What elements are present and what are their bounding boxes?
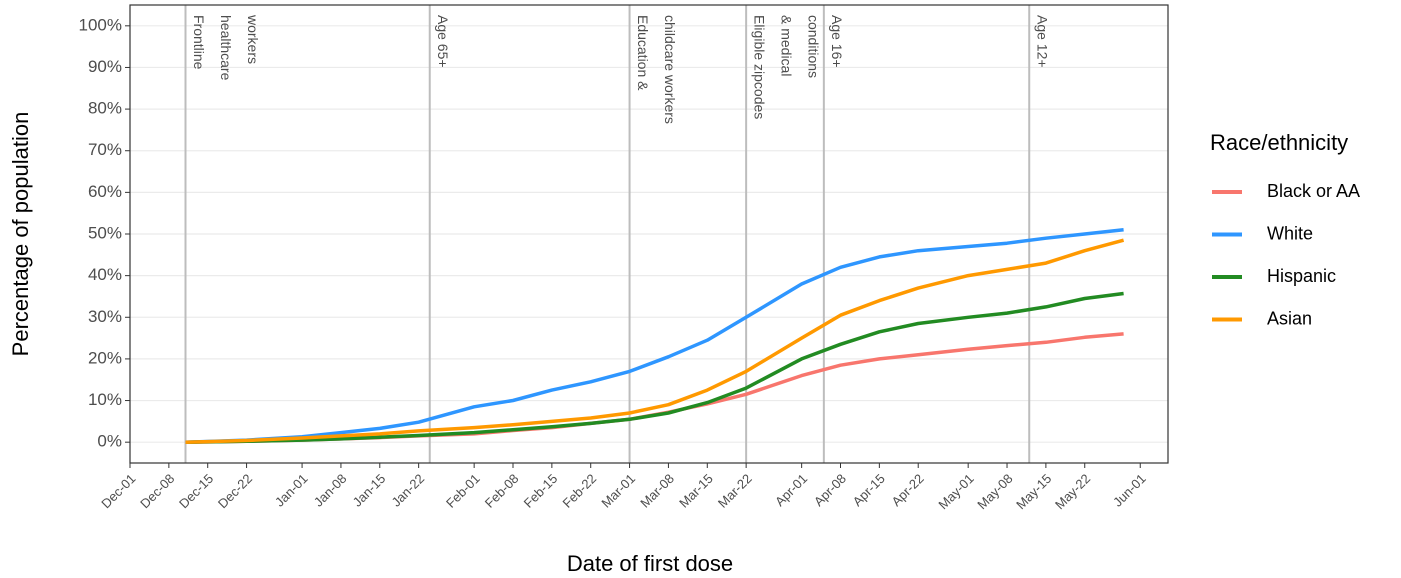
series-line [185,238,1125,444]
series-line [185,291,1124,444]
x-tick-label: Feb-08 [482,471,522,511]
y-tick-label: 50% [88,223,122,242]
plot-border [129,4,1169,464]
y-tick-label: 70% [88,140,122,159]
y-tick-label: 100% [79,15,122,34]
legend-title: Race/ethnicity [1210,130,1348,155]
x-tick-label: Mar-22 [715,471,755,511]
y-tick-label: 80% [88,99,122,118]
event-label: healthcare [218,15,234,81]
x-tick-label: Mar-15 [676,471,716,511]
x-tick-label: Dec-01 [98,471,138,511]
legend-label: Hispanic [1267,266,1336,286]
event-label: conditions [805,15,821,78]
legend-label: Black or AA [1267,181,1360,201]
x-tick-label: May-08 [974,471,1015,512]
x-tick-label: Jan-22 [388,471,427,510]
x-tick-label: Apr-15 [850,471,888,509]
event-label: Age 65+ [435,15,451,68]
x-tick-label: Jan-01 [272,471,311,510]
event-label: workers [245,14,261,64]
x-tick-label: May-01 [935,471,976,512]
event-label: Age 12+ [1035,15,1051,68]
y-tick-label: 30% [88,307,122,326]
x-tick-label: Apr-01 [772,471,810,509]
x-tick-label: Mar-01 [598,471,638,511]
y-axis-title: Percentage of population [8,112,33,357]
x-tick-label: Dec-08 [137,471,177,511]
x-tick-label: Jun-01 [1110,471,1149,510]
legend-label: White [1267,223,1313,243]
y-tick-label: 60% [88,182,122,201]
y-tick-label: 10% [88,390,122,409]
x-tick-label: Feb-01 [443,471,483,511]
event-label: Education & [635,15,651,91]
event-label: Age 16+ [829,15,845,68]
x-tick-label: May-22 [1052,471,1093,512]
x-tick-label: Apr-22 [889,471,927,509]
legend-label: Asian [1267,308,1312,328]
x-tick-label: Apr-08 [811,471,849,509]
x-tick-label: Feb-15 [521,471,561,511]
x-tick-label: May-15 [1013,471,1054,512]
x-tick-label: Feb-22 [560,471,600,511]
x-tick-label: Jan-15 [350,471,389,510]
event-label: Frontline [191,15,207,70]
event-label: & medical [778,15,794,76]
x-tick-label: Mar-08 [637,471,677,511]
y-tick-label: 0% [97,432,122,451]
y-tick-label: 20% [88,348,122,367]
y-tick-label: 40% [88,265,122,284]
x-axis-title: Date of first dose [567,551,733,576]
series-line [185,228,1124,444]
x-tick-label: Dec-22 [215,471,255,511]
event-label: childcare workers [662,15,678,124]
x-tick-label: Dec-15 [176,471,216,511]
x-tick-label: Jan-08 [311,471,350,510]
event-label: Eligible zipcodes [751,15,767,119]
y-tick-label: 90% [88,57,122,76]
